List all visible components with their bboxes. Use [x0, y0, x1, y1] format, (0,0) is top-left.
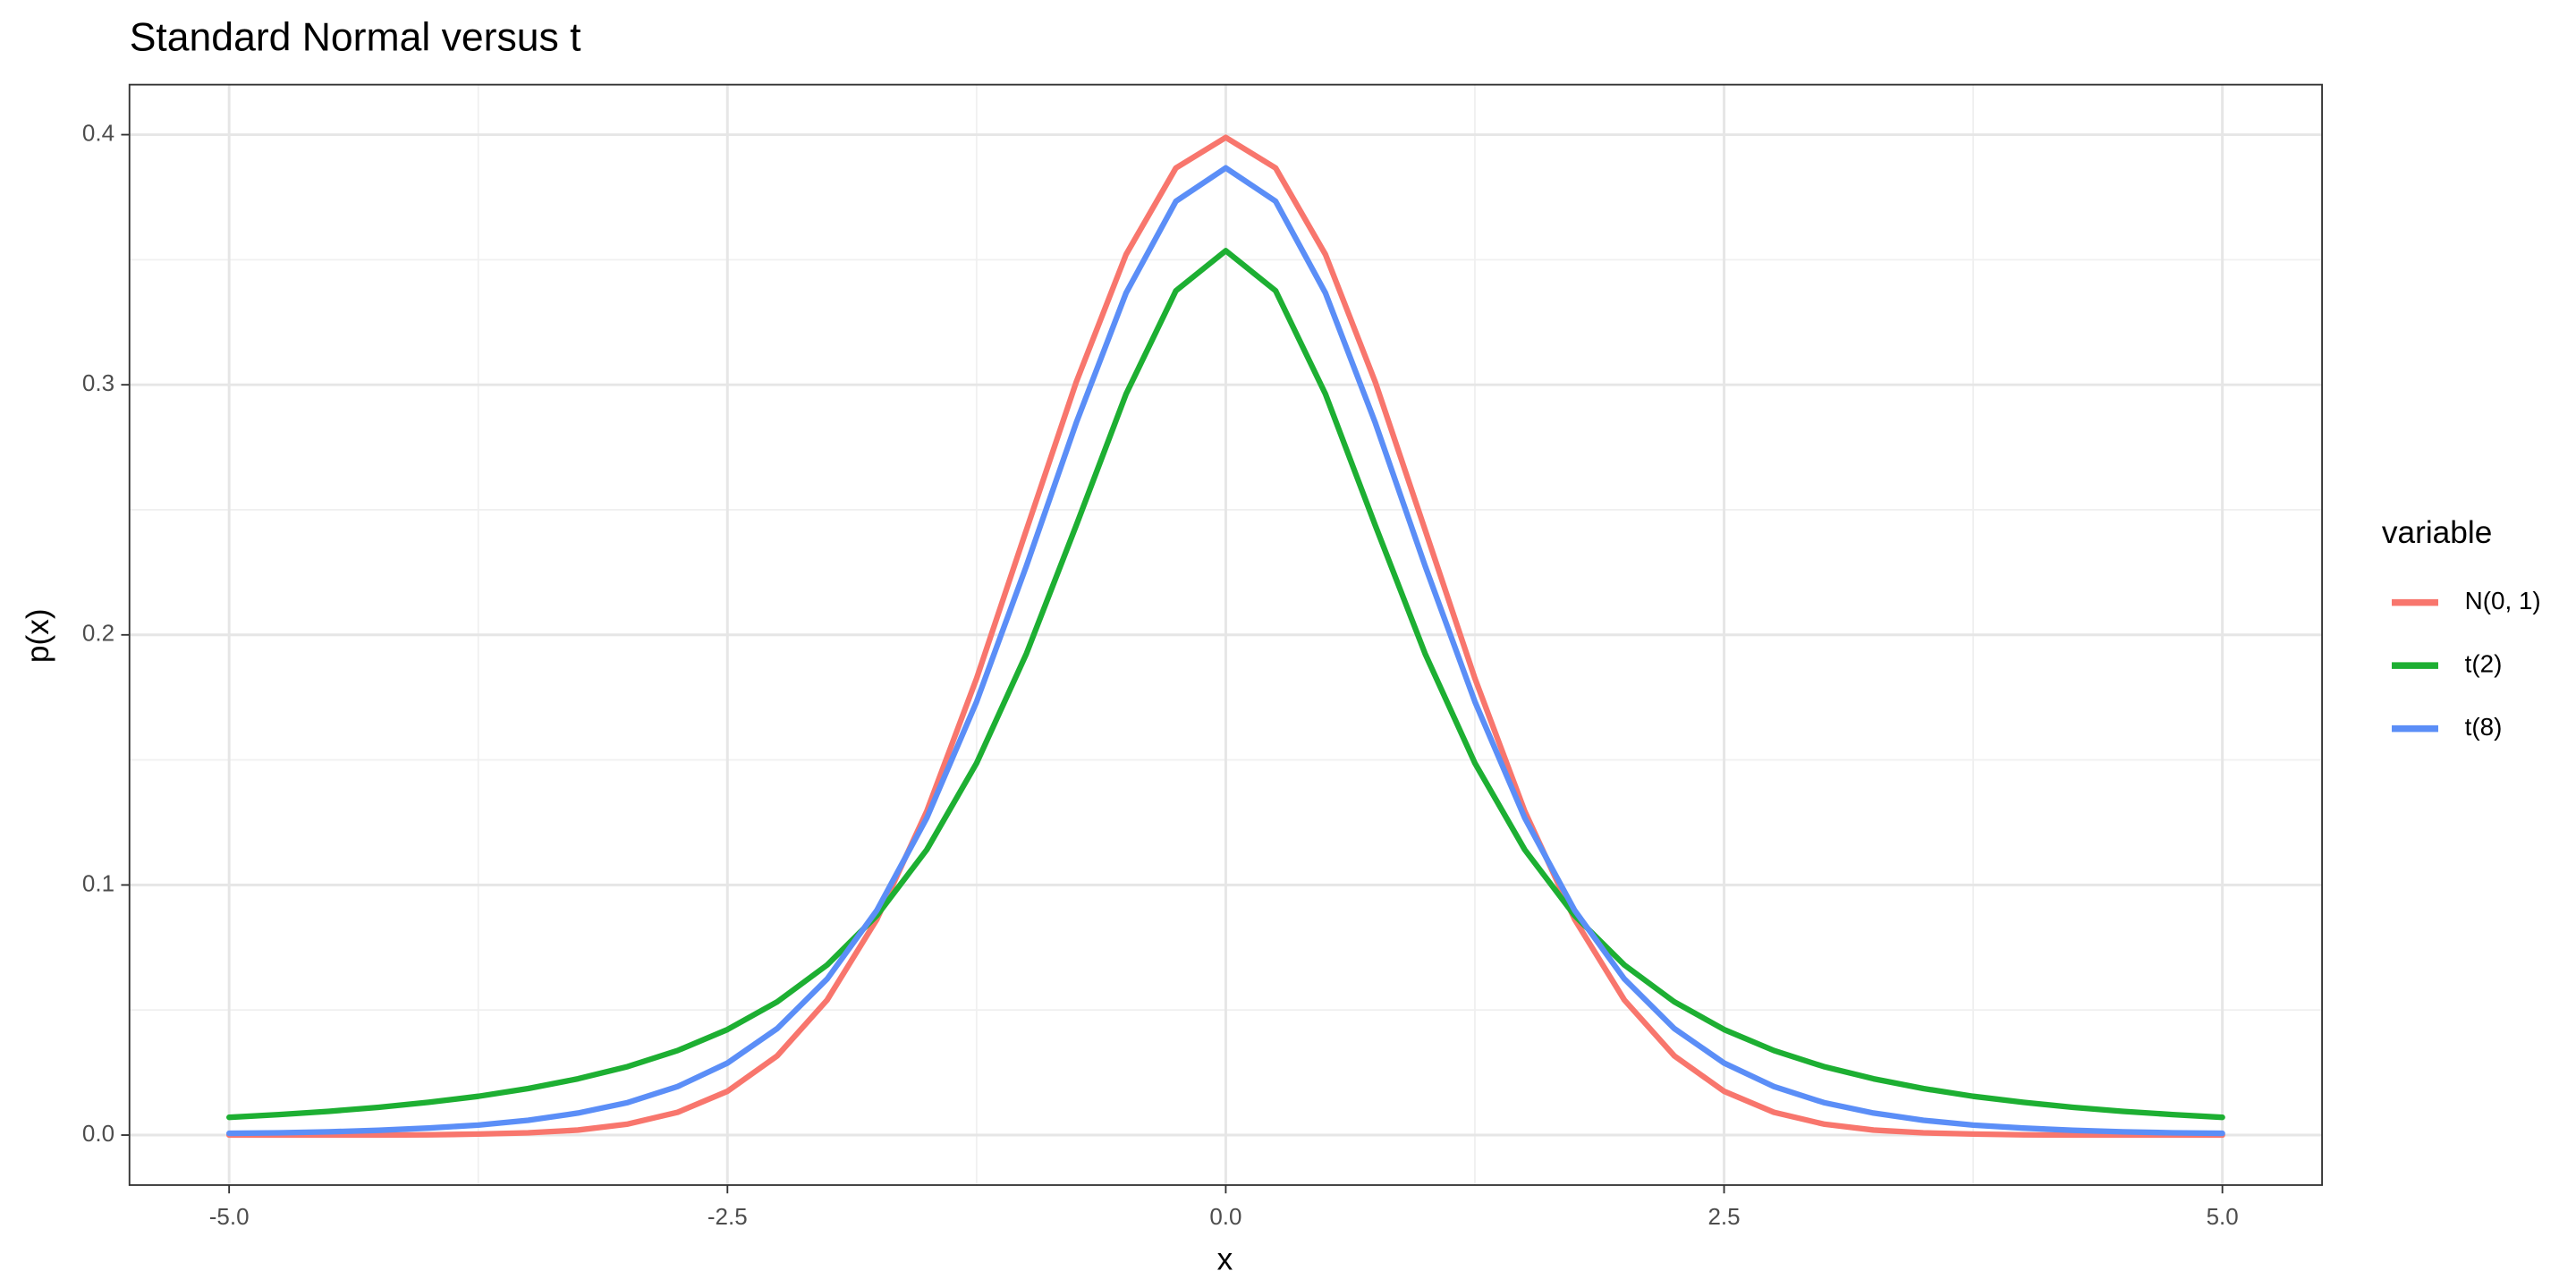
y-tick-label: 0.2 [82, 620, 114, 647]
legend: N(0, 1) t(2) t(8) [2392, 587, 2541, 741]
y-tick-label: 0.1 [82, 869, 114, 896]
x-tick-label: -5.0 [209, 1203, 250, 1230]
x-tick-label: -2.5 [708, 1203, 748, 1230]
y-tick-label: 0.4 [82, 119, 114, 146]
legend-title: variable [2382, 515, 2492, 550]
axes: -5.0 -2.5 0.0 2.5 5.0 0.0 0.1 0.2 0.3 0.4 [82, 119, 2239, 1229]
y-axis-title: p(x) [21, 608, 55, 663]
x-tick-label: 5.0 [2207, 1203, 2239, 1230]
lines [226, 134, 2225, 1139]
legend-label: N(0, 1) [2465, 587, 2541, 614]
series-line [226, 134, 2225, 1139]
y-tick-label: 0.0 [82, 1120, 114, 1147]
x-axis-title: x [1217, 1242, 1233, 1277]
series-line [226, 165, 2225, 1137]
legend-label: t(8) [2465, 713, 2503, 741]
series-line [226, 248, 2225, 1121]
x-tick-label: 2.5 [1707, 1203, 1740, 1230]
chart-title: Standard Normal versus t [130, 15, 581, 59]
legend-label: t(2) [2465, 649, 2503, 677]
x-tick-label: 0.0 [1209, 1203, 1241, 1230]
y-tick-label: 0.3 [82, 369, 114, 396]
grid [129, 84, 2323, 1185]
